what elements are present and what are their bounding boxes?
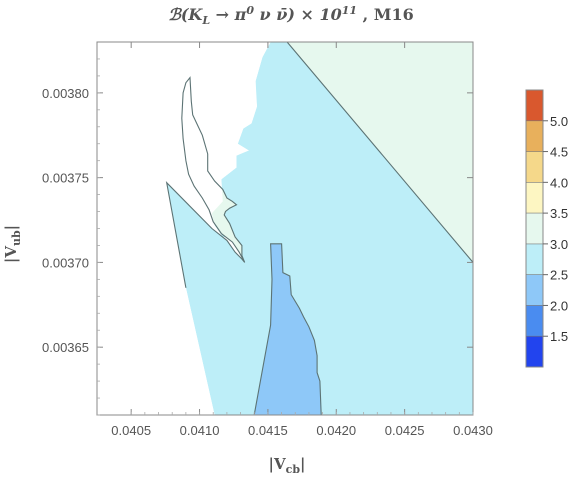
colorbar-tick-label: 2.0 [550, 298, 568, 313]
y-tick-label: 0.00380 [42, 86, 89, 101]
y-axis-label: |Vub| [2, 225, 23, 263]
x-tick-label: 0.0405 [111, 423, 151, 438]
colorbar-band [526, 336, 543, 367]
contour-lines [165, 41, 474, 416]
y-tick-label: 0.00370 [42, 255, 89, 270]
colorbar-band [526, 243, 543, 275]
colorbar-tick-label: 1.5 [550, 329, 568, 344]
plot-area [121, 42, 473, 415]
colorbar-band [526, 120, 543, 152]
no-data-region [121, 42, 271, 415]
x-tick-label: 0.0430 [453, 423, 493, 438]
colorbar-band [526, 182, 543, 214]
colorbar-tick-label: 5.0 [550, 114, 568, 129]
x-axis-label: |Vcb| [269, 455, 306, 476]
colorbar-band [526, 213, 543, 244]
contour-line-3.0-left [165, 181, 246, 288]
y-tick-label: 0.00365 [42, 340, 89, 355]
colorbar-band [526, 305, 543, 337]
y-axis-ticks: 0.00365 0.00370 0.00375 0.00380 [42, 58, 473, 416]
colorbar-tick-label: 2.5 [550, 268, 568, 283]
contour-line-3.0 [286, 41, 474, 263]
colorbar-tick-label: 3.5 [550, 206, 568, 221]
colorbar-tick-label: 4.5 [550, 145, 568, 160]
colorbar-band [526, 151, 543, 183]
contour-region-3.0-3.5 [121, 42, 473, 263]
colorbar-frame [525, 89, 544, 368]
contour-line-3.0-island [181, 76, 246, 263]
y-tick-label: 0.00375 [42, 171, 89, 186]
colorbar-band [526, 274, 543, 306]
colorbar-band [526, 90, 543, 121]
x-axis-ticks: 0.0405 0.0410 0.0415 0.0420 0.0425 0.0430 [111, 42, 493, 438]
x-tick-label: 0.0410 [180, 423, 220, 438]
colorbar-tick-label: 3.0 [550, 237, 568, 252]
contour-line-2.0 [253, 243, 322, 416]
colorbar-tick-label: 4.0 [550, 175, 568, 190]
x-tick-label: 0.0420 [316, 423, 356, 438]
x-tick-label: 0.0415 [248, 423, 288, 438]
contour-region-2.5-3.0 [166, 42, 473, 415]
colorbar: 1.5 2.0 2.5 3.0 3.5 4.0 4.5 5.0 [525, 89, 568, 368]
contour-region-2.0-2.5 [254, 243, 322, 415]
x-tick-label: 0.0425 [385, 423, 425, 438]
chart-title: ℬ(KL → π0 ν ν̄) × 1011 , M16 [168, 4, 413, 27]
